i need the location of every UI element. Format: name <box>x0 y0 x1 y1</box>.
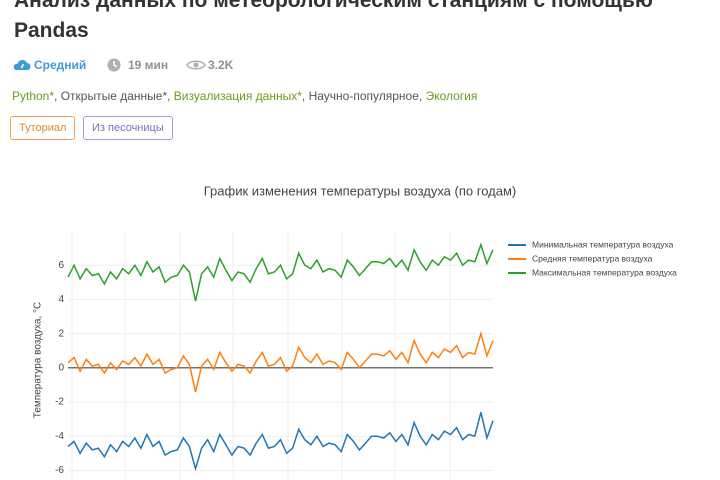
hub-tag[interactable]: Python* <box>12 89 55 103</box>
series-line <box>67 242 494 302</box>
y-tick-label: 0 <box>58 362 64 373</box>
separator: , <box>167 89 174 103</box>
y-axis-label: Температура воздуха, °C <box>33 302 44 418</box>
y-tick-label: 4 <box>58 294 64 305</box>
legend-label: Максимальная температура воздуха <box>532 267 677 277</box>
y-tick-label: -2 <box>55 397 64 408</box>
series-line <box>67 330 494 392</box>
chart: График изменения температуры воздуха (по… <box>33 183 677 479</box>
separator: , <box>418 89 426 103</box>
label-badge[interactable]: Туториал <box>10 116 76 140</box>
separator: , <box>301 89 309 103</box>
article-title[interactable]: Анализ данных по метеорологическим станц… <box>14 0 653 42</box>
hub-tag[interactable]: Открытые данные* <box>60 89 168 103</box>
legend-label: Минимальная температура воздуха <box>532 239 674 249</box>
y-tick-label: 6 <box>58 260 64 271</box>
complexity-icon <box>13 59 31 70</box>
views: 3.2K <box>208 58 234 72</box>
series-line <box>67 412 494 472</box>
legend-label: Средняя температура воздуха <box>532 253 653 263</box>
views-icon <box>186 60 206 70</box>
y-tick-label: -6 <box>55 465 64 476</box>
reading-time: 19 мин <box>128 58 169 72</box>
complexity: Средний <box>34 58 87 72</box>
hub-tag[interactable]: Научно-популярное <box>308 89 419 103</box>
clock-icon <box>107 58 121 72</box>
hubs: Python*, Открытые данные*, Визуализация … <box>12 89 477 103</box>
y-tick-label: 2 <box>58 328 64 339</box>
chart-title: График изменения температуры воздуха (по… <box>204 183 516 198</box>
hub-tag[interactable]: Визуализация данных* <box>173 89 302 103</box>
separator: , <box>54 89 61 103</box>
label-badge[interactable]: Из песочницы <box>83 116 173 140</box>
y-tick-label: -4 <box>55 431 64 442</box>
hub-tag[interactable]: Экология <box>425 89 478 103</box>
